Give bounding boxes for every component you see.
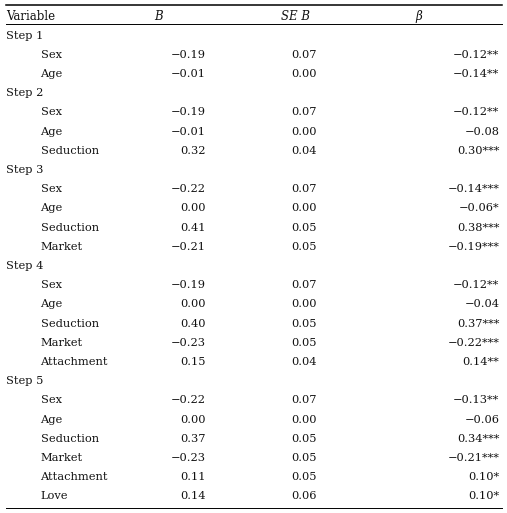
Text: 0.04: 0.04 — [292, 357, 317, 367]
Text: 0.00: 0.00 — [292, 69, 317, 79]
Text: 0.07: 0.07 — [292, 50, 317, 60]
Text: 0.07: 0.07 — [292, 280, 317, 290]
Text: Sex: Sex — [41, 50, 61, 60]
Text: 0.05: 0.05 — [292, 434, 317, 444]
Text: 0.38***: 0.38*** — [457, 223, 499, 232]
Text: −0.04: −0.04 — [464, 300, 499, 309]
Text: Seduction: Seduction — [41, 223, 99, 232]
Text: 0.05: 0.05 — [292, 472, 317, 482]
Text: −0.21: −0.21 — [170, 242, 205, 252]
Text: 0.06: 0.06 — [292, 491, 317, 501]
Text: −0.01: −0.01 — [170, 69, 205, 79]
Text: Sex: Sex — [41, 396, 61, 405]
Text: Seduction: Seduction — [41, 319, 99, 329]
Text: β: β — [416, 10, 422, 23]
Text: Age: Age — [41, 415, 63, 425]
Text: −0.19***: −0.19*** — [448, 242, 499, 252]
Text: Seduction: Seduction — [41, 146, 99, 156]
Text: 0.05: 0.05 — [292, 338, 317, 348]
Text: 0.00: 0.00 — [180, 415, 205, 425]
Text: 0.00: 0.00 — [180, 203, 205, 213]
Text: −0.22***: −0.22*** — [448, 338, 499, 348]
Text: Step 5: Step 5 — [6, 376, 44, 386]
Text: 0.00: 0.00 — [292, 415, 317, 425]
Text: Step 3: Step 3 — [6, 165, 44, 175]
Text: 0.40: 0.40 — [180, 319, 205, 329]
Text: Age: Age — [41, 69, 63, 79]
Text: 0.05: 0.05 — [292, 242, 317, 252]
Text: 0.41: 0.41 — [180, 223, 205, 232]
Text: 0.00: 0.00 — [180, 300, 205, 309]
Text: Attachment: Attachment — [41, 472, 108, 482]
Text: 0.05: 0.05 — [292, 319, 317, 329]
Text: Seduction: Seduction — [41, 434, 99, 444]
Text: 0.37***: 0.37*** — [457, 319, 499, 329]
Text: 0.15: 0.15 — [180, 357, 205, 367]
Text: Market: Market — [41, 338, 83, 348]
Text: −0.12**: −0.12** — [453, 50, 499, 60]
Text: −0.12**: −0.12** — [453, 107, 499, 117]
Text: 0.10*: 0.10* — [468, 472, 499, 482]
Text: −0.01: −0.01 — [170, 127, 205, 136]
Text: Step 2: Step 2 — [6, 88, 44, 98]
Text: 0.07: 0.07 — [292, 396, 317, 405]
Text: −0.12**: −0.12** — [453, 280, 499, 290]
Text: −0.19: −0.19 — [170, 50, 205, 60]
Text: Age: Age — [41, 300, 63, 309]
Text: 0.07: 0.07 — [292, 107, 317, 117]
Text: SE B: SE B — [281, 10, 310, 23]
Text: 0.37: 0.37 — [180, 434, 205, 444]
Text: −0.06: −0.06 — [464, 415, 499, 425]
Text: −0.14***: −0.14*** — [448, 184, 499, 194]
Text: 0.14**: 0.14** — [463, 357, 499, 367]
Text: 0.04: 0.04 — [292, 146, 317, 156]
Text: Age: Age — [41, 127, 63, 136]
Text: Sex: Sex — [41, 184, 61, 194]
Text: Step 4: Step 4 — [6, 261, 44, 271]
Text: Step 1: Step 1 — [6, 31, 44, 41]
Text: 0.30***: 0.30*** — [457, 146, 499, 156]
Text: 0.00: 0.00 — [292, 127, 317, 136]
Text: 0.10*: 0.10* — [468, 491, 499, 501]
Text: 0.05: 0.05 — [292, 453, 317, 463]
Text: −0.23: −0.23 — [170, 453, 205, 463]
Text: Variable: Variable — [6, 10, 55, 23]
Text: 0.00: 0.00 — [292, 300, 317, 309]
Text: −0.19: −0.19 — [170, 280, 205, 290]
Text: −0.21***: −0.21*** — [448, 453, 499, 463]
Text: Sex: Sex — [41, 107, 61, 117]
Text: 0.14: 0.14 — [180, 491, 205, 501]
Text: −0.06*: −0.06* — [459, 203, 499, 213]
Text: −0.13**: −0.13** — [453, 396, 499, 405]
Text: Attachment: Attachment — [41, 357, 108, 367]
Text: Market: Market — [41, 242, 83, 252]
Text: 0.00: 0.00 — [292, 203, 317, 213]
Text: Love: Love — [41, 491, 68, 501]
Text: −0.23: −0.23 — [170, 338, 205, 348]
Text: −0.08: −0.08 — [464, 127, 499, 136]
Text: −0.22: −0.22 — [170, 396, 205, 405]
Text: B: B — [155, 10, 163, 23]
Text: −0.22: −0.22 — [170, 184, 205, 194]
Text: Market: Market — [41, 453, 83, 463]
Text: 0.11: 0.11 — [180, 472, 205, 482]
Text: Age: Age — [41, 203, 63, 213]
Text: Sex: Sex — [41, 280, 61, 290]
Text: 0.34***: 0.34*** — [457, 434, 499, 444]
Text: 0.32: 0.32 — [180, 146, 205, 156]
Text: 0.07: 0.07 — [292, 184, 317, 194]
Text: −0.19: −0.19 — [170, 107, 205, 117]
Text: 0.05: 0.05 — [292, 223, 317, 232]
Text: −0.14**: −0.14** — [453, 69, 499, 79]
